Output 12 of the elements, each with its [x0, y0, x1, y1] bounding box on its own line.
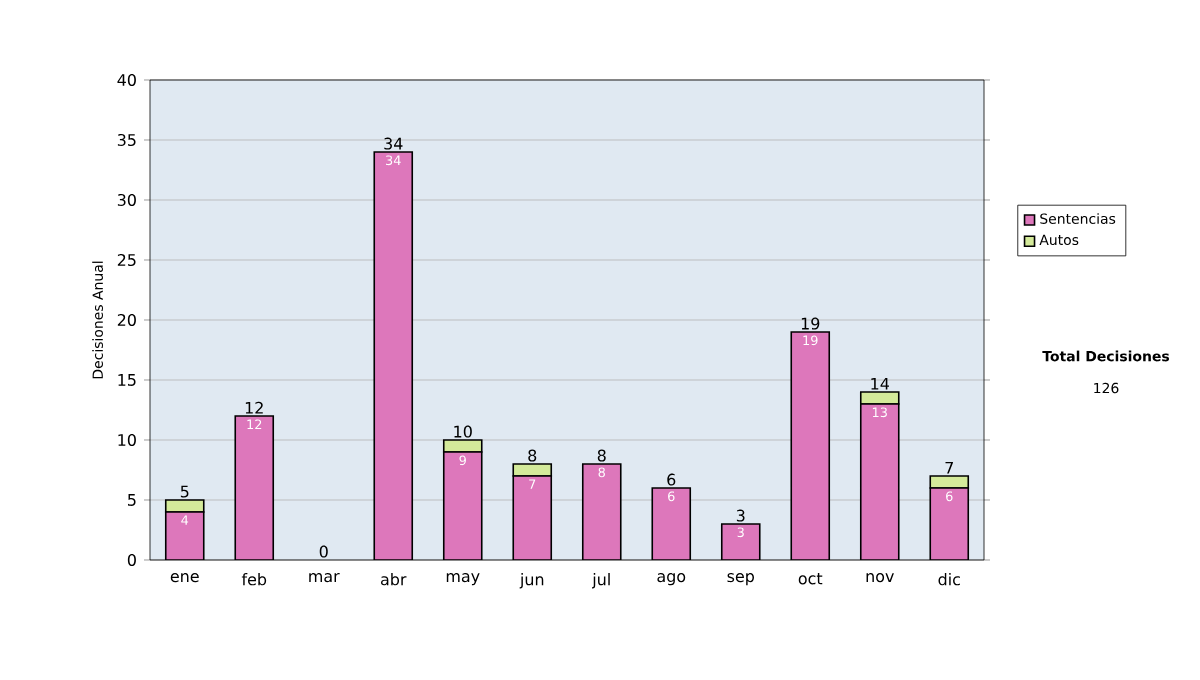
bar [929, 487, 970, 560]
bar [859, 391, 900, 405]
bar [790, 331, 831, 560]
bar [512, 463, 553, 477]
bar [442, 439, 483, 453]
bar [234, 415, 275, 560]
bar [859, 403, 900, 560]
bar [651, 487, 692, 560]
bar [581, 463, 622, 560]
bar [442, 451, 483, 560]
bar [512, 475, 553, 560]
bar [373, 151, 414, 560]
